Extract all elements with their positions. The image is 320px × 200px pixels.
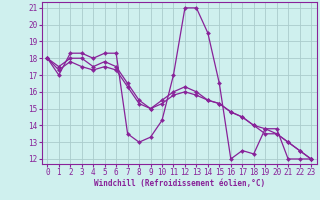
- X-axis label: Windchill (Refroidissement éolien,°C): Windchill (Refroidissement éolien,°C): [94, 179, 265, 188]
